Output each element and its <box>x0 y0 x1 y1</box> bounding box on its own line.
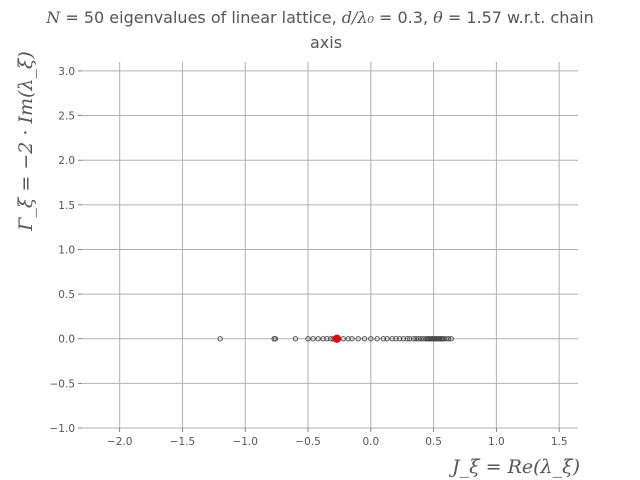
title-theta-symbol: θ <box>433 8 443 27</box>
eigenvalue-point <box>420 336 427 342</box>
y-tick-label: 1.5 <box>58 200 75 212</box>
x-tick-label: 1.5 <box>551 436 568 448</box>
eigenvalue-point <box>292 336 299 342</box>
eigenvalue-point <box>413 336 419 342</box>
title-segment-1: = 50 eigenvalues of linear lattice, <box>60 8 341 27</box>
eigenvalue-point <box>407 336 413 342</box>
x-tick-label: 0.5 <box>425 436 442 448</box>
title-n-symbol: N <box>45 8 61 27</box>
points <box>217 334 454 343</box>
eigenvalue-point <box>368 336 374 342</box>
eigenvalue-point <box>305 336 311 342</box>
eigenvalue-point <box>410 336 417 342</box>
y-tick-label: −0.5 <box>50 378 76 390</box>
y-tick-label: 1.0 <box>58 244 75 256</box>
eigenvalue-point <box>418 336 424 342</box>
chart-title-line2: axis <box>310 33 342 52</box>
eigenvalue-point <box>393 336 399 342</box>
eigenvalue-point <box>404 336 410 342</box>
eigenvalue-point <box>397 336 403 342</box>
x-tick-label: −1.0 <box>232 436 258 448</box>
eigenvalue-point <box>320 336 326 342</box>
eigenvalue-point <box>380 336 387 342</box>
title-ratio-symbol: d/λ₀ <box>342 8 375 27</box>
chart-title-line1: N = 50 eigenvalues of linear lattice, d/… <box>45 8 593 27</box>
eigenvalue-point <box>389 336 395 342</box>
x-tick-label: 1.0 <box>488 436 505 448</box>
y-tick-label: 3.0 <box>58 66 75 78</box>
y-tick-label: 0.0 <box>58 334 75 346</box>
eigenvalue-point <box>440 336 447 342</box>
eigenvalue-point <box>446 336 452 342</box>
eigenvalue-point <box>400 336 407 342</box>
eigenvalue-point <box>361 336 368 342</box>
eigenvalue-point <box>349 336 355 342</box>
y-tick-label: 2.0 <box>58 155 75 167</box>
eigenvalue-point <box>217 336 223 342</box>
eigenvalue-point <box>324 336 330 342</box>
eigenvalue-point <box>374 336 380 342</box>
highlighted-eigenvalue-point <box>332 334 342 343</box>
eigenvalue-point <box>415 336 422 342</box>
eigenvalue-point <box>448 336 454 342</box>
y-tick-label: 0.5 <box>58 289 75 301</box>
x-tick-label: 0.0 <box>362 436 379 448</box>
y-tick-label: −1.0 <box>50 423 76 435</box>
eigenvalue-point <box>315 336 321 342</box>
eigenvalue-point <box>272 336 279 342</box>
eigenvalue-point <box>345 336 351 342</box>
y-axis-label: Γ_ξ = −2 · Im(λ_ξ) <box>15 51 37 232</box>
x-tick-label: −1.5 <box>170 436 196 448</box>
eigenvalue-point <box>443 336 449 342</box>
x-axis-label: J_ξ = Re(λ_ξ) <box>448 456 580 478</box>
y-tick-label: 2.5 <box>58 111 75 123</box>
title-segment-3: = 1.57 w.r.t. chain <box>443 8 594 27</box>
eigenvalue-point <box>310 336 316 342</box>
eigenvalue-point <box>355 336 361 342</box>
grid <box>82 62 578 429</box>
title-segment-2: = 0.3, <box>374 8 433 27</box>
x-tick-label: −0.5 <box>295 436 321 448</box>
x-tick-label: −2.0 <box>107 436 133 448</box>
ticks: −2.0 −1.5 −1.0 −0.5 0.0 0.5 1.0 1.5 −1.0 −0.5 0.0 0… <box>50 66 568 448</box>
eigenvalue-point <box>384 336 390 342</box>
